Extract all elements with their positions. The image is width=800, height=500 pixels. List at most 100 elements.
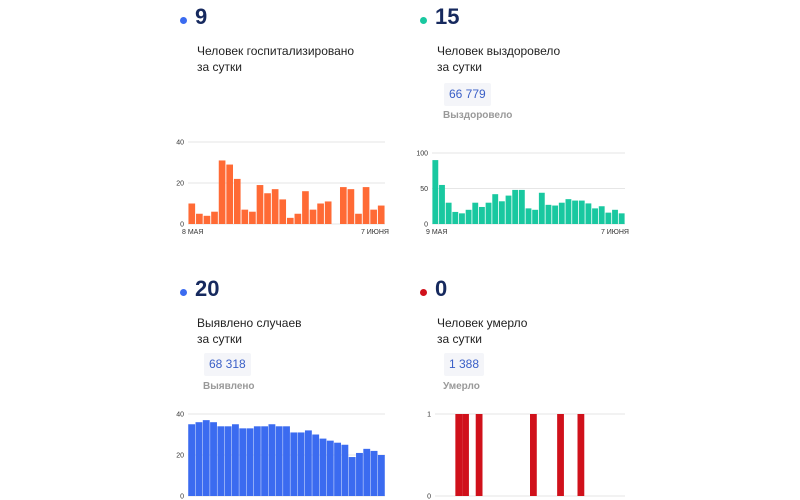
hospitalized-bar (218, 160, 226, 224)
cases-bar (363, 448, 371, 496)
cases-bar (202, 420, 210, 496)
cases-bar (253, 426, 261, 496)
recovered-bar (432, 160, 439, 224)
recovered-bar (605, 212, 612, 224)
cases-count: 20 (195, 276, 220, 301)
deaths-bar (530, 414, 537, 496)
deaths-bar (455, 414, 463, 496)
hospitalized-count: 9 (195, 4, 208, 29)
recovered-x-start-label: 9 МАЯ (426, 229, 447, 236)
deaths-bar (475, 414, 483, 496)
cases-bar (297, 432, 305, 496)
recovered-ytick-label: 100 (416, 151, 428, 158)
cases-bar (246, 428, 254, 496)
recovered-bar (558, 202, 565, 224)
cases-bar (312, 434, 320, 496)
cases-bar (304, 430, 312, 496)
hospitalized-bar (203, 215, 211, 224)
deaths-ytick-label: 0 (427, 494, 431, 500)
cases-ytick-label: 0 (180, 494, 184, 500)
recovered-bar (592, 208, 598, 224)
recovered-bar (572, 200, 579, 224)
deaths-desc-line2: за сутки (437, 332, 482, 346)
cases-bar (217, 426, 225, 496)
recovered-bar (439, 184, 445, 224)
cases-ytick-label: 20 (176, 453, 184, 460)
recovered-bar (578, 200, 585, 224)
cases-bar (231, 424, 239, 496)
recovered-bar (505, 195, 512, 224)
recovered-bar (452, 211, 459, 224)
cases-total: 68 318 (204, 353, 251, 376)
hospitalized-bar (264, 193, 271, 224)
hospitalized-bar (249, 211, 256, 224)
cases-desc-line1: Выявлено случаев (197, 316, 302, 330)
hospitalized-bar (188, 203, 196, 224)
hospitalized-bar (271, 189, 279, 224)
cases-bar (326, 440, 334, 496)
cases-bar (348, 457, 356, 496)
deaths-bar (557, 414, 564, 496)
recovered-x-end-label: 7 ИЮНЯ (601, 229, 629, 236)
recovered-bar (478, 206, 485, 224)
hospitalized-x-start-label: 8 МАЯ (182, 229, 203, 236)
recovered-bar (598, 206, 605, 224)
hospitalized-desc-line2: за сутки (197, 60, 242, 74)
cases-bar (341, 444, 349, 496)
cases-bar (195, 422, 203, 496)
cases-bar (224, 426, 232, 496)
hospitalized-ytick-label: 0 (180, 222, 184, 229)
recovered-bar (459, 213, 465, 224)
cases-dot-icon (180, 289, 187, 296)
recovered-bar (485, 202, 492, 224)
hospitalized-bar (324, 201, 332, 224)
hospitalized-bar (279, 199, 287, 224)
recovered-bar (618, 213, 625, 224)
cases-bar (290, 432, 298, 496)
cases-total-label: Выявлено (203, 381, 255, 392)
cases-bar (210, 422, 217, 496)
recovered-dot-icon (420, 17, 427, 24)
hospitalized-chart: 40 20 08 МАЯ 7 ИЮНЯ (176, 140, 389, 237)
cases-bar (377, 455, 385, 496)
cases-bar (275, 426, 283, 496)
hospitalized-bar (355, 213, 362, 224)
recovered-bar (612, 209, 618, 224)
hospitalized-bar (309, 209, 317, 224)
hospitalized-bar (196, 213, 203, 224)
recovered-bar (525, 208, 532, 224)
cases-bar (239, 428, 247, 496)
recovered-bar (545, 204, 552, 224)
recovered-bar (472, 202, 479, 224)
recovered-bar (518, 189, 525, 224)
recovered-ytick-label: 50 (420, 186, 428, 193)
hospitalized-bar (241, 209, 249, 224)
cases-bar (261, 426, 269, 496)
hospitalized-x-end-label: 7 ИЮНЯ (361, 229, 389, 236)
cases-ytick-label: 40 (176, 412, 184, 419)
deaths-total-label: Умерло (443, 381, 480, 392)
deaths-bar (462, 414, 469, 496)
hospitalized-bar (226, 164, 234, 224)
recovered-total-label: Выздоровело (443, 110, 513, 121)
deaths-chart: 10 (427, 412, 625, 500)
cases-bar (268, 424, 276, 496)
recovered-desc-line1: Человек выздоровело (437, 44, 561, 58)
hospitalized-ytick-label: 40 (176, 140, 184, 147)
recovered-bar (498, 201, 505, 224)
cases-bar (188, 424, 196, 496)
hospitalized-bar (256, 185, 264, 224)
cases-desc-line2: за сутки (197, 332, 242, 346)
recovered-bar (565, 199, 572, 224)
cases-bar (356, 452, 363, 496)
recovered-ytick-label: 0 (424, 222, 428, 229)
hospitalized-dot-icon (180, 17, 187, 24)
recovered-bar (552, 205, 559, 224)
cases-bar (370, 450, 378, 496)
deaths-bar (577, 414, 585, 496)
deaths-count: 0 (435, 276, 448, 301)
hospitalized-bar (377, 205, 385, 224)
hospitalized-bar (294, 213, 302, 224)
deaths-ytick-label: 1 (427, 412, 431, 419)
hospitalized-bar (347, 189, 355, 224)
